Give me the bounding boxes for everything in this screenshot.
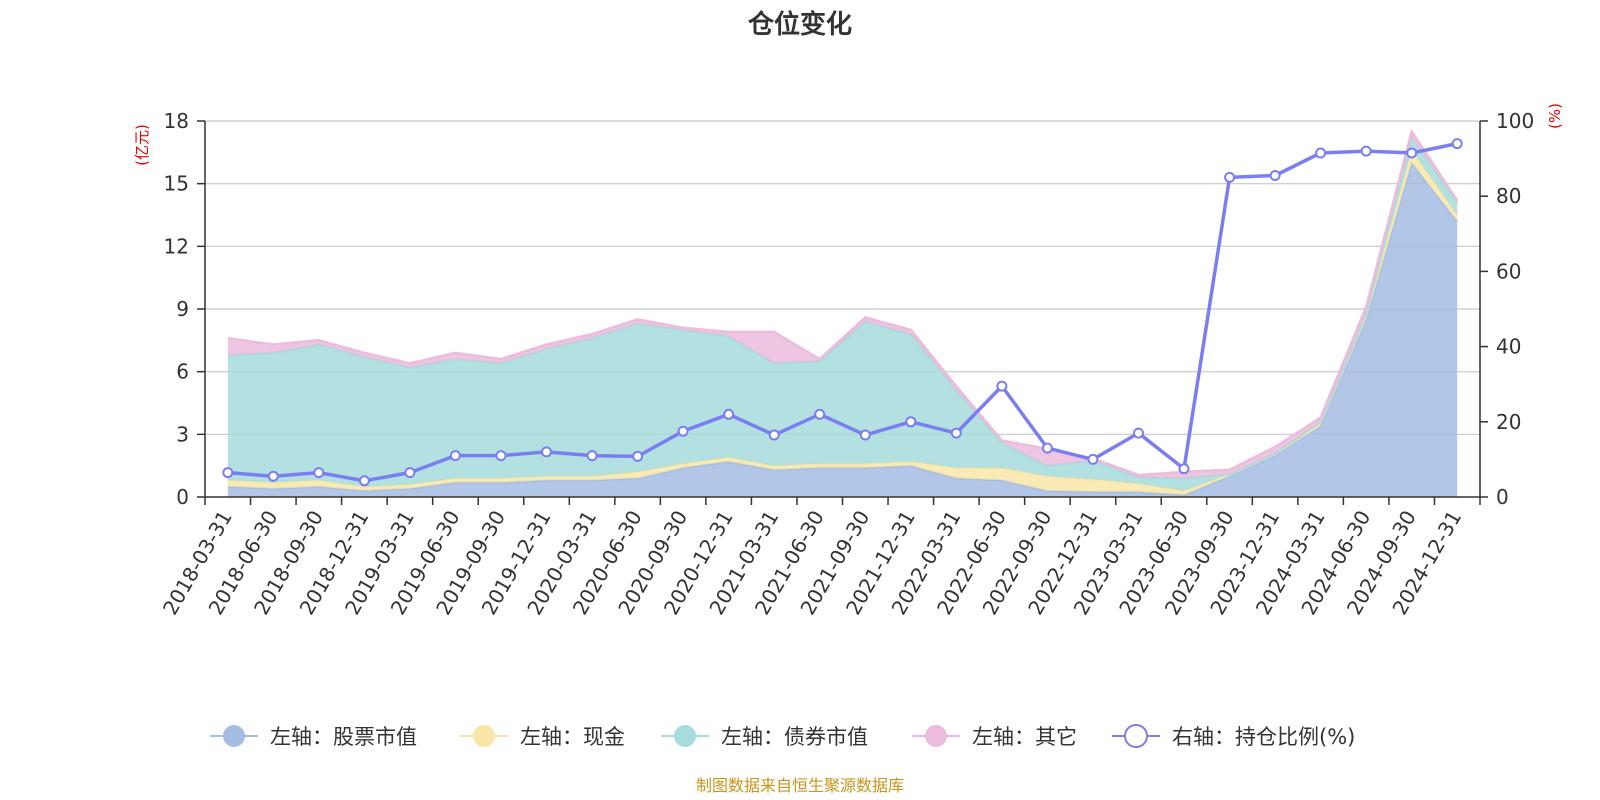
holding-ratio-point[interactable]	[1406, 147, 1418, 159]
left-tick-label: 12	[164, 234, 189, 258]
legend-marker	[1124, 724, 1148, 748]
holding-ratio-point[interactable]	[313, 467, 325, 479]
right-tick-label: 0	[1496, 485, 1509, 509]
left-axis-unit: (亿元)	[133, 124, 151, 166]
legend-label: 左轴：其它	[972, 725, 1077, 749]
right-tick-label: 100	[1496, 109, 1534, 133]
holding-ratio-point[interactable]	[1224, 171, 1236, 183]
holding-ratio-point[interactable]	[677, 425, 689, 437]
legend-label: 左轴：现金	[520, 725, 625, 749]
legend-marker	[223, 725, 245, 747]
right-tick-label: 80	[1496, 184, 1521, 208]
other-area-edge	[227, 128, 1459, 477]
left-tick-label: 18	[164, 109, 189, 133]
holding-ratio-series-line	[227, 141, 1458, 483]
legend: 左轴：股票市值 左轴：现金 左轴：债券市值 左轴：其它 右轴：持仓比例(%)	[210, 724, 1355, 749]
legend-label: 左轴：股票市值	[270, 725, 417, 749]
holding-ratio-point[interactable]	[1360, 145, 1372, 157]
holding-ratio-point[interactable]	[1087, 453, 1099, 465]
legend-label: 左轴：债券市值	[721, 725, 868, 749]
bond-value-area	[227, 137, 1458, 491]
holding-ratio-point[interactable]	[950, 427, 962, 439]
holding-ratio-point[interactable]	[905, 416, 917, 428]
holding-ratio-line	[222, 138, 1463, 487]
legend-holding-ratio[interactable]: 右轴：持仓比例(%)	[1112, 724, 1355, 749]
chart-title: 仓位变化	[747, 9, 852, 40]
legend-marker	[473, 725, 495, 747]
holding-ratio-point[interactable]	[449, 450, 461, 462]
legend-other[interactable]: 左轴：其它	[912, 725, 1077, 749]
holding-ratio-point[interactable]	[1133, 427, 1144, 439]
holding-ratio-point[interactable]	[768, 429, 780, 441]
right-axis-unit: (%)	[1546, 103, 1564, 129]
holding-ratio-point[interactable]	[358, 475, 370, 487]
holding-ratio-point[interactable]	[495, 450, 507, 462]
holding-ratio-point[interactable]	[1451, 138, 1463, 150]
holding-ratio-point[interactable]	[996, 380, 1008, 392]
left-tick-label: 9	[176, 297, 189, 321]
stock-value-area	[227, 162, 1458, 498]
right-tick-label: 40	[1496, 335, 1521, 359]
holding-ratio-point[interactable]	[586, 450, 598, 462]
legend-cash[interactable]: 左轴：现金	[460, 725, 625, 749]
legend-marker	[925, 725, 947, 747]
left-tick-label: 6	[176, 360, 189, 384]
legend-stock-value[interactable]: 左轴：股票市值	[210, 725, 417, 749]
left-tick-label: 3	[176, 422, 189, 446]
holding-ratio-point[interactable]	[814, 408, 826, 420]
left-tick-label: 0	[176, 485, 189, 509]
holding-ratio-point[interactable]	[1178, 463, 1190, 475]
right-tick-label: 60	[1496, 259, 1521, 283]
legend-label: 右轴：持仓比例(%)	[1172, 725, 1355, 749]
holding-ratio-point[interactable]	[859, 429, 871, 441]
holding-ratio-point[interactable]	[541, 446, 552, 458]
holding-ratio-point[interactable]	[222, 467, 234, 479]
holding-ratio-point[interactable]	[1315, 147, 1327, 159]
holding-ratio-point[interactable]	[1041, 442, 1053, 454]
legend-bond-value[interactable]: 左轴：债券市值	[661, 725, 868, 749]
stacked-areas	[227, 128, 1459, 498]
holding-ratio-point[interactable]	[1269, 170, 1281, 181]
holding-ratio-point[interactable]	[404, 467, 416, 479]
holding-ratio-point[interactable]	[632, 450, 644, 462]
holding-ratio-point[interactable]	[267, 470, 279, 482]
data-source-note: 制图数据来自恒生聚源数据库	[696, 776, 904, 795]
left-tick-label: 15	[164, 172, 189, 196]
holding-ratio-point[interactable]	[723, 408, 735, 420]
right-tick-label: 20	[1496, 410, 1521, 434]
legend-marker	[674, 725, 696, 747]
